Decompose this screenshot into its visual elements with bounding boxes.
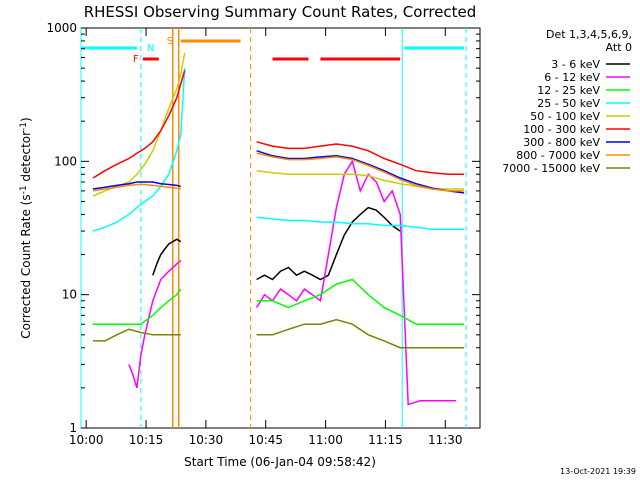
flag-saa-label: S <box>167 36 173 47</box>
y-axis: 1 10 100 1000 <box>46 21 480 435</box>
series-line-7-seg-1 <box>256 152 464 192</box>
y-tick-label-3: 1000 <box>46 21 77 35</box>
legend-label-5: 100 - 300 keV <box>523 123 600 136</box>
flag-night-label: N <box>147 43 154 54</box>
y-tick-label-2: 100 <box>54 154 77 168</box>
series-line-4-seg-0 <box>92 52 186 197</box>
series-line-3-seg-0 <box>92 68 186 232</box>
legend-label-2: 12 - 25 keV <box>537 84 600 97</box>
series-line-8-seg-0 <box>93 328 181 342</box>
x-tick-label-4: 11:00 <box>308 433 343 447</box>
y-axis-label: Corrected Count Rate (s-1 detector-1) <box>19 117 33 338</box>
x-tick-label-3: 10:45 <box>248 433 283 447</box>
x-tick-label-2: 10:30 <box>189 433 224 447</box>
x-tick-label-0: 10:00 <box>69 433 104 447</box>
flag-flare-label: F <box>133 54 139 65</box>
series-line-6-seg-1 <box>256 150 465 194</box>
timestamp: 13-Oct-2021 19:39 <box>560 467 636 476</box>
series-line-6-seg-0 <box>92 181 181 190</box>
chart-title: RHESSI Observing Summary Count Rates, Co… <box>84 3 477 21</box>
x-axis-label: Start Time (06-Jan-04 09:58:42) <box>184 455 376 469</box>
series-line-3-seg-1 <box>256 216 464 230</box>
series-line-7-seg-0 <box>92 183 181 192</box>
legend-header-line2: Att 0 <box>606 41 632 54</box>
legend-label-6: 300 - 800 keV <box>523 136 600 149</box>
legend-label-8: 7000 - 15000 keV <box>502 162 600 175</box>
legend-label-0: 3 - 6 keV <box>551 58 600 71</box>
legend-label-7: 800 - 7000 keV <box>516 149 600 162</box>
chart-marks: N S F <box>80 28 467 428</box>
y-tick-label-0: 1 <box>69 421 77 435</box>
y-tick-label-1: 10 <box>62 288 77 302</box>
legend-label-3: 25 - 50 keV <box>537 97 600 110</box>
x-tick-label-5: 11:15 <box>368 433 403 447</box>
x-tick-label-1: 10:15 <box>129 433 164 447</box>
series-line-2-seg-1 <box>256 278 464 325</box>
series-line-5-seg-0 <box>92 70 186 179</box>
series-line-8-seg-1 <box>256 318 464 349</box>
series-line-0-seg-1 <box>256 206 401 281</box>
x-tick-label-6: 11:30 <box>428 433 463 447</box>
series-line-0-seg-0 <box>152 238 182 276</box>
legend-header-line1: Det 1,3,4,5,6,9, <box>546 28 632 41</box>
legend-label-4: 50 - 100 keV <box>530 110 600 123</box>
series-line-5-seg-1 <box>256 141 464 176</box>
x-axis: 10:00 10:15 10:30 10:45 11:00 11:15 11:30 <box>69 28 463 447</box>
legend-label-1: 6 - 12 keV <box>544 71 600 84</box>
series-line-2-seg-0 <box>93 288 182 325</box>
